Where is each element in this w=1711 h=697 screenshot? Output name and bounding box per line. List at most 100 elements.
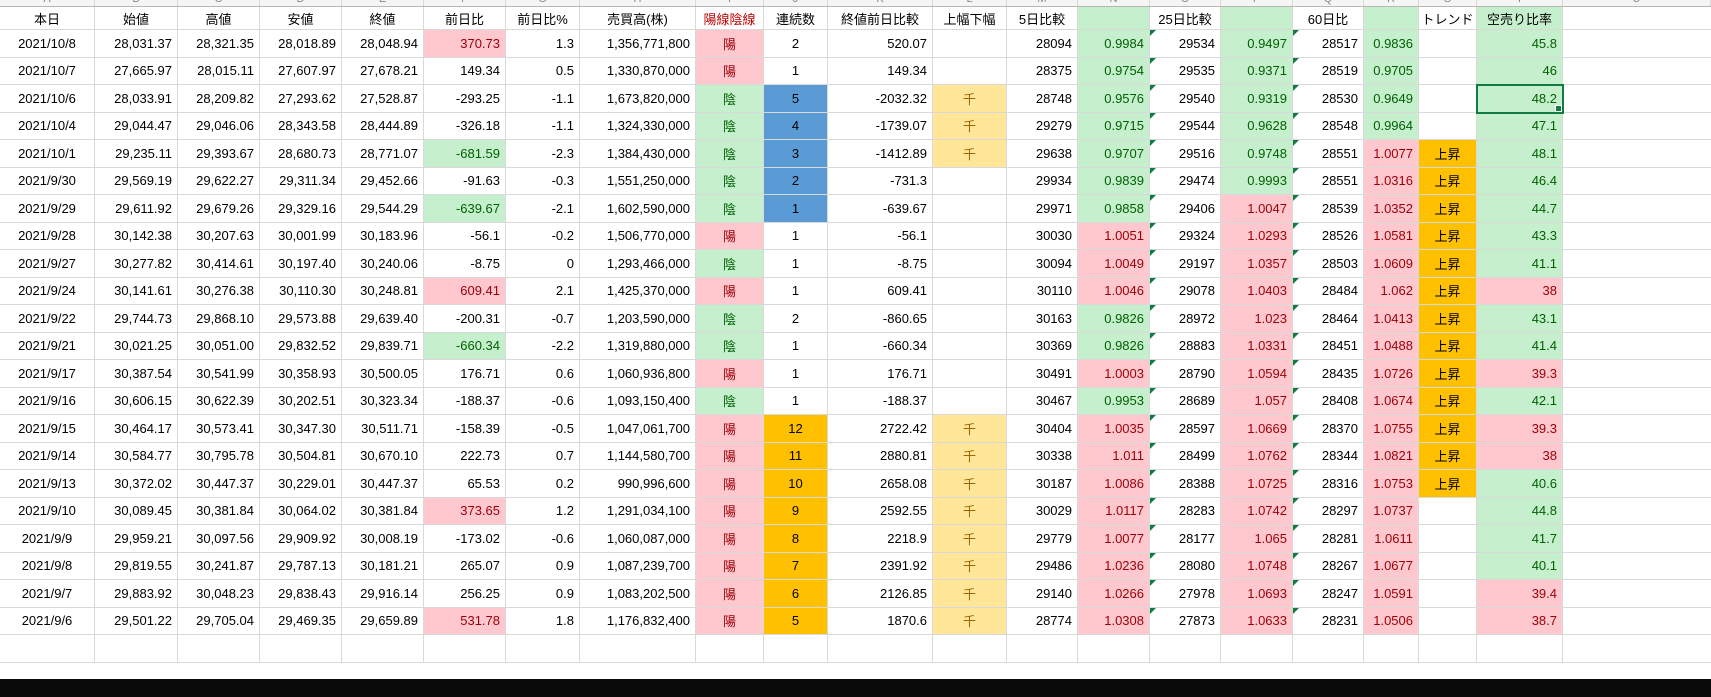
cell-d5[interactable]: 29638 [1007, 140, 1078, 168]
cell-open[interactable]: 29,883.92 [95, 580, 178, 608]
cell-high[interactable]: 29,679.26 [178, 195, 260, 223]
header-d60[interactable]: 60日比 [1293, 7, 1364, 30]
cell-r1[interactable]: 1.0266 [1078, 580, 1150, 608]
cell-d25[interactable]: 29406 [1150, 195, 1221, 223]
cell-high[interactable]: 30,207.63 [178, 222, 260, 250]
cell-d60[interactable]: 28526 [1293, 222, 1364, 250]
cell-change[interactable]: -173.02 [424, 525, 506, 553]
cell-low[interactable]: 29,838.43 [260, 580, 342, 608]
cell-short[interactable]: 48.2 [1476, 84, 1564, 114]
column-letter[interactable]: C [178, 0, 260, 6]
cell-r2[interactable]: 1.0742 [1221, 497, 1293, 525]
cell-empty[interactable] [342, 635, 424, 663]
cell-short[interactable]: 39.3 [1477, 360, 1563, 388]
header-open[interactable]: 始値 [95, 7, 178, 30]
cell-d25[interactable]: 29078 [1150, 277, 1221, 305]
cell-trend[interactable]: 上昇 [1419, 442, 1477, 470]
cell-r2[interactable]: 1.0331 [1221, 332, 1293, 360]
cell-d60[interactable]: 28519 [1293, 57, 1364, 85]
cell-streak[interactable]: 2 [764, 30, 828, 58]
cell-change_pct[interactable]: 0.2 [506, 470, 580, 498]
cell-volume[interactable]: 1,083,202,500 [580, 580, 696, 608]
cell-change_pct[interactable]: -2.2 [506, 332, 580, 360]
cell-d5[interactable]: 30187 [1007, 470, 1078, 498]
cell-d25[interactable]: 28790 [1150, 360, 1221, 388]
cell-volume[interactable]: 1,293,466,000 [580, 250, 696, 278]
cell-change[interactable]: 65.53 [424, 470, 506, 498]
cell-open[interactable]: 30,464.17 [95, 415, 178, 443]
cell-close_diff[interactable]: 2126.85 [828, 580, 933, 608]
cell-change[interactable]: -293.25 [424, 85, 506, 113]
cell-short[interactable]: 44.7 [1477, 195, 1563, 223]
cell-empty[interactable] [1419, 635, 1477, 663]
cell-date[interactable]: 2021/10/8 [0, 30, 95, 58]
cell-trend[interactable]: 上昇 [1419, 195, 1477, 223]
cell-volume[interactable]: 1,551,250,000 [580, 167, 696, 195]
cell-change_pct[interactable]: 0.6 [506, 360, 580, 388]
cell-open[interactable]: 30,606.15 [95, 387, 178, 415]
cell-change_pct[interactable]: 0.5 [506, 57, 580, 85]
cell-streak[interactable]: 2 [764, 167, 828, 195]
cell-r1[interactable]: 0.9707 [1078, 140, 1150, 168]
cell-change_pct[interactable]: 1.2 [506, 497, 580, 525]
cell-d5[interactable]: 30369 [1007, 332, 1078, 360]
cell-short[interactable]: 40.1 [1477, 552, 1563, 580]
cell-d60[interactable]: 28408 [1293, 387, 1364, 415]
cell-close[interactable]: 29,916.14 [342, 580, 424, 608]
cell-low[interactable]: 30,064.02 [260, 497, 342, 525]
cell-close[interactable]: 28,444.89 [342, 112, 424, 140]
cell-short[interactable]: 40.6 [1477, 470, 1563, 498]
cell-close_diff[interactable]: -639.67 [828, 195, 933, 223]
cell-d25[interactable]: 29535 [1150, 57, 1221, 85]
cell-range_flag[interactable] [933, 277, 1007, 305]
cell-open[interactable]: 28,031.37 [95, 30, 178, 58]
cell-close_diff[interactable]: -8.75 [828, 250, 933, 278]
cell-close[interactable]: 29,839.71 [342, 332, 424, 360]
cell-low[interactable]: 30,504.81 [260, 442, 342, 470]
cell-d60[interactable]: 28464 [1293, 305, 1364, 333]
cell-date[interactable]: 2021/9/16 [0, 387, 95, 415]
cell-d5[interactable]: 28748 [1007, 85, 1078, 113]
cell-close[interactable]: 30,511.71 [342, 415, 424, 443]
cell-r2[interactable]: 1.0725 [1221, 470, 1293, 498]
cell-high[interactable]: 30,097.56 [178, 525, 260, 553]
cell-low[interactable]: 30,229.01 [260, 470, 342, 498]
cell-date[interactable]: 2021/9/24 [0, 277, 95, 305]
cell-high[interactable]: 28,015.11 [178, 57, 260, 85]
cell-empty[interactable] [933, 635, 1007, 663]
cell-low[interactable]: 27,607.97 [260, 57, 342, 85]
cell-streak[interactable]: 1 [764, 387, 828, 415]
cell-close_diff[interactable]: 2218.9 [828, 525, 933, 553]
cell-d60[interactable]: 28316 [1293, 470, 1364, 498]
header-close[interactable]: 終値 [342, 7, 424, 30]
cell-r3[interactable]: 1.0413 [1364, 305, 1419, 333]
cell-high[interactable]: 30,241.87 [178, 552, 260, 580]
cell-r1[interactable]: 1.0035 [1078, 415, 1150, 443]
cell-low[interactable]: 29,909.92 [260, 525, 342, 553]
cell-d5[interactable]: 30163 [1007, 305, 1078, 333]
cell-close_diff[interactable]: 2658.08 [828, 470, 933, 498]
cell-change[interactable]: 265.07 [424, 552, 506, 580]
cell-change[interactable]: 256.25 [424, 580, 506, 608]
cell-open[interactable]: 28,033.91 [95, 85, 178, 113]
cell-change_pct[interactable]: -0.2 [506, 222, 580, 250]
cell-close[interactable]: 30,500.05 [342, 360, 424, 388]
cell-streak[interactable]: 1 [764, 57, 828, 85]
cell-close_diff[interactable]: -56.1 [828, 222, 933, 250]
cell-range_flag[interactable] [933, 57, 1007, 85]
header-change[interactable]: 前日比 [424, 7, 506, 30]
cell-d5[interactable]: 29486 [1007, 552, 1078, 580]
cell-r2[interactable]: 0.9628 [1221, 112, 1293, 140]
cell-high[interactable]: 30,447.37 [178, 470, 260, 498]
cell-candle[interactable]: 陽 [696, 415, 764, 443]
cell-open[interactable]: 29,501.22 [95, 607, 178, 635]
cell-d5[interactable]: 30110 [1007, 277, 1078, 305]
cell-r1[interactable]: 0.9826 [1078, 305, 1150, 333]
column-letter[interactable]: A [0, 0, 95, 6]
cell-open[interactable]: 30,584.77 [95, 442, 178, 470]
cell-low[interactable]: 29,832.52 [260, 332, 342, 360]
header-trend[interactable]: トレンド [1419, 7, 1477, 30]
cell-date[interactable]: 2021/9/10 [0, 497, 95, 525]
cell-close_diff[interactable]: 176.71 [828, 360, 933, 388]
header-range_flag[interactable]: 上幅下幅 [933, 7, 1007, 30]
